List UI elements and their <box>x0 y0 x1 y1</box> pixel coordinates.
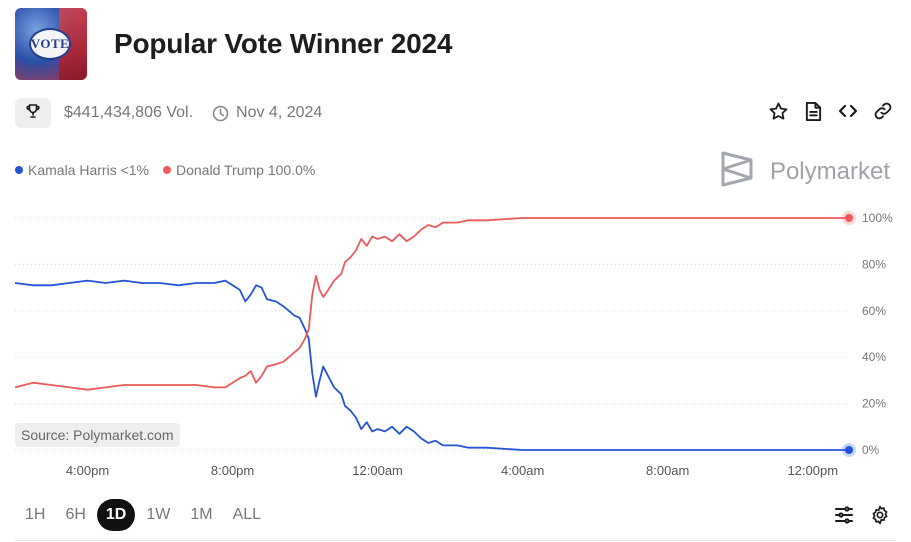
vote-badge: VOTE <box>29 28 71 60</box>
source-label: Source: Polymarket.com <box>15 423 180 447</box>
document-icon[interactable] <box>802 100 824 122</box>
price-chart[interactable]: 100%80%60%40%20%0% 4:00pm 8:00pm 12:00am 4:… <box>0 200 911 490</box>
chart-series <box>14 211 856 457</box>
chart-grid <box>15 217 849 451</box>
legend-label-harris: Kamala Harris <1% <box>28 162 149 178</box>
trophy-button[interactable] <box>15 98 51 128</box>
star-icon[interactable] <box>767 100 789 122</box>
legend-dot-trump <box>163 166 171 174</box>
time-range-selector: 1H 6H 1D 1W 1M ALL <box>16 499 272 531</box>
x-tick-label: 12:00pm <box>787 463 838 478</box>
gear-icon[interactable] <box>869 504 891 526</box>
market-title: Popular Vote Winner 2024 <box>114 28 453 59</box>
y-tick-label: 0% <box>862 443 880 457</box>
chart-legend: Kamala Harris <1% Donald Trump 100.0% <box>15 162 329 178</box>
range-button-1m[interactable]: 1M <box>190 506 213 523</box>
y-tick-label: 100% <box>862 211 893 225</box>
y-tick-label: 20% <box>862 397 886 411</box>
clock-icon <box>212 105 229 122</box>
divider <box>15 540 896 541</box>
x-tick-label: 4:00pm <box>66 463 109 478</box>
series-end-point <box>845 214 853 222</box>
legend-item-harris: Kamala Harris <1% <box>15 162 149 178</box>
volume-text: $441,434,806 Vol. <box>64 104 194 121</box>
brand-name: Polymarket <box>769 157 890 185</box>
market-header: VOTE Popular Vote Winner 2024 <box>15 8 452 80</box>
series-line-kamala-harris <box>14 279 849 451</box>
range-button-1w[interactable]: 1W <box>146 506 171 523</box>
x-tick-label: 8:00am <box>646 463 689 478</box>
range-button-1h[interactable]: 1H <box>25 506 46 523</box>
trophy-icon <box>25 103 41 124</box>
market-meta: $441,434,806 Vol. Nov 4, 2024 <box>15 97 322 129</box>
end-date-text: Nov 4, 2024 <box>236 104 323 121</box>
y-tick-label: 40% <box>862 350 886 364</box>
range-button-all[interactable]: ALL <box>232 506 262 523</box>
y-tick-label: 60% <box>862 304 886 318</box>
y-axis-labels: 100% 80% 60% 40% 20% 0% <box>862 211 893 457</box>
series-end-point <box>845 446 853 454</box>
legend-item-trump: Donald Trump 100.0% <box>163 162 315 178</box>
x-tick-label: 8:00pm <box>211 463 254 478</box>
y-tick-label: 80% <box>862 257 886 271</box>
range-button-6h[interactable]: 6H <box>65 506 86 523</box>
legend-dot-harris <box>15 166 23 174</box>
link-icon[interactable] <box>872 100 894 122</box>
series-line-donald-trump <box>14 217 849 391</box>
x-tick-label: 4:00am <box>501 463 544 478</box>
market-tools <box>767 100 894 122</box>
x-tick-label: 12:00am <box>352 463 403 478</box>
sliders-icon[interactable] <box>833 504 855 526</box>
market-thumbnail: VOTE <box>15 8 87 80</box>
code-icon[interactable] <box>837 100 859 122</box>
vote-badge-text: VOTE <box>30 36 70 51</box>
chart-settings <box>833 504 891 526</box>
x-axis-labels: 4:00pm 8:00pm 12:00am 4:00am 8:00am 12:00pm <box>66 463 838 478</box>
brand-watermark: Polymarket <box>720 150 890 193</box>
range-button-1d[interactable]: 1D <box>96 499 136 531</box>
legend-label-trump: Donald Trump 100.0% <box>176 162 316 178</box>
polymarket-logo-icon <box>720 150 754 193</box>
